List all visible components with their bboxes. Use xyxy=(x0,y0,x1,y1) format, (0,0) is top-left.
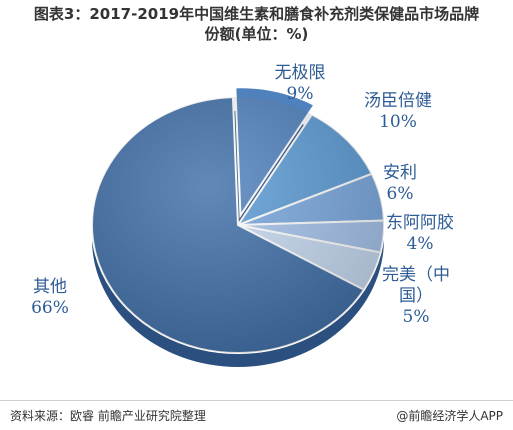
slice-label-line: 东阿阿胶 xyxy=(386,213,454,233)
slice-label-line: 完美（中 xyxy=(382,265,450,285)
brand-credit: @前瞻经济学人APP xyxy=(396,409,503,423)
slice-label-无极限: 无极限 9% xyxy=(275,63,326,104)
source-note: 资料来源：欧睿 前瞻产业研究院整理 xyxy=(10,409,206,423)
slice-label-其他: 其他 66% xyxy=(31,277,69,318)
slice-label-line: 5% xyxy=(403,307,430,327)
chart-title: 图表3：2017-2019年中国维生素和膳食补充剂类保健品市场品牌 份额(单位：… xyxy=(0,4,513,44)
slice-labels: 无极限 9% 汤臣倍健 10% 安利 6% 东阿阿胶 4% 完美（中国） 5% 其他 66% xyxy=(31,63,454,327)
slice-label-汤臣倍健: 汤臣倍健 10% xyxy=(364,91,432,132)
footer-divider xyxy=(0,400,513,401)
slice-label-line: 9% xyxy=(287,84,314,104)
slice-label-安利: 安利 6% xyxy=(383,163,417,204)
pie-chart: 无极限 9% 汤臣倍健 10% 安利 6% 东阿阿胶 4% 完美（中国） 5% 其他 66% xyxy=(31,63,454,367)
slice-label-line: 其他 xyxy=(33,277,67,297)
slice-label-东阿阿胶: 东阿阿胶 4% xyxy=(386,213,454,254)
slice-label-完美-中国-: 完美（中国） 5% xyxy=(382,265,450,327)
chart-title-line-1: 图表3：2017-2019年中国维生素和膳食补充剂类保健品市场品牌 xyxy=(33,5,480,23)
pie-slices xyxy=(91,86,385,367)
slice-label-line: 汤臣倍健 xyxy=(364,91,432,111)
slice-label-line: 无极限 xyxy=(275,63,326,83)
slice-label-line: 4% xyxy=(407,234,434,254)
slice-label-line: 国） xyxy=(399,286,433,306)
chart-title-line-2: 份额(单位：%) xyxy=(204,25,309,43)
slice-label-line: 安利 xyxy=(383,163,417,183)
slice-label-line: 10% xyxy=(379,112,417,132)
slice-label-line: 6% xyxy=(387,184,414,204)
slice-label-line: 66% xyxy=(31,298,69,318)
